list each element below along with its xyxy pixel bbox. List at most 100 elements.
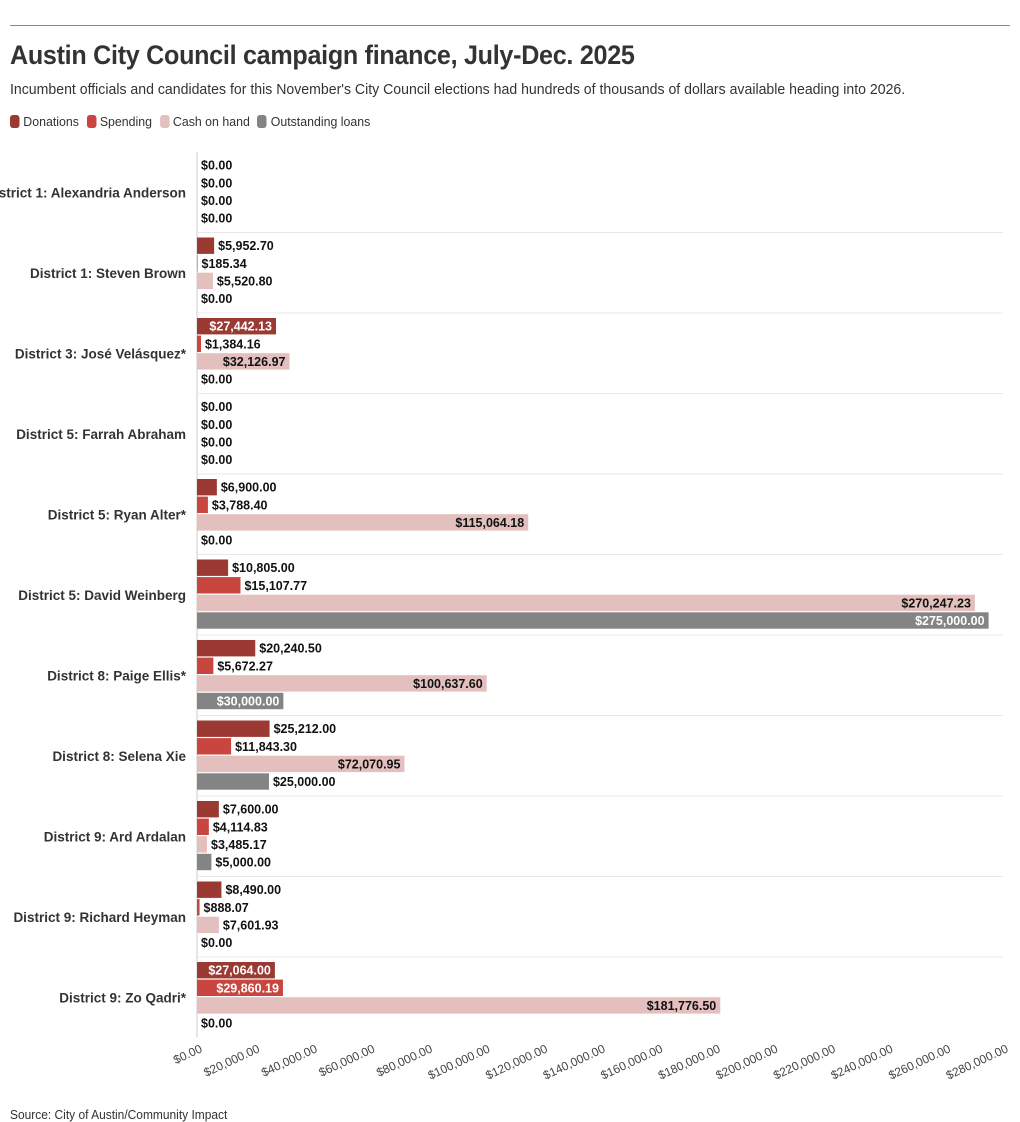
value-label-cash-on-hand-district-5-ryan-alter: $115,064.18: [455, 516, 524, 530]
value-label-spending-district-1-alexandria-anderson: $0.00: [201, 176, 232, 190]
x-tick-label-5: $100,000.00: [426, 1041, 493, 1082]
category-label-district-3-jose-velasquez: District 3: José Velásquez*: [15, 346, 187, 361]
legend-swatch-spending: [86, 115, 97, 128]
legend-label-spending: Spending: [99, 114, 153, 129]
value-label-donations-district-3-jose-velasquez: $27,442.13: [209, 320, 272, 334]
bar-spending-district-8-selena-xie: [197, 738, 232, 755]
category-label-district-1-steven-brown: District 1: Steven Brown: [30, 266, 186, 281]
x-tick-label-13: $260,000.00: [886, 1041, 953, 1082]
x-tick-label-4: $80,000.00: [374, 1041, 435, 1079]
value-label-outstanding-loans-district-8-paige-ellis: $30,000.00: [217, 695, 280, 709]
value-label-donations-district-8-paige-ellis: $20,240.50: [259, 642, 322, 656]
legend-item-spending: Spending: [86, 114, 153, 129]
legend-item-donations: Donations: [10, 114, 79, 129]
value-label-cash-on-hand-district-9-richard-heyman: $7,601.93: [223, 918, 279, 932]
bar-spending-district-5-ryan-alter: [197, 496, 208, 513]
x-tick-label-0: $0.00: [171, 1041, 204, 1067]
value-label-outstanding-loans-district-8-selena-xie: $25,000.00: [273, 775, 336, 789]
bar-cash-on-hand-district-9-ard-ardalan: [197, 836, 208, 853]
value-label-outstanding-loans-district-5-farrah-abraham: $0.00: [201, 453, 232, 467]
category-label-district-8-selena-xie: District 8: Selena Xie: [52, 749, 186, 764]
value-label-outstanding-loans-district-9-zo-qadri: $0.00: [201, 1017, 232, 1031]
bar-outstanding-loans-district-9-ard-ardalan: [197, 853, 212, 871]
value-label-donations-district-1-steven-brown: $5,952.70: [218, 239, 274, 253]
x-tick-label-1: $20,000.00: [201, 1041, 262, 1079]
value-label-outstanding-loans-district-5-ryan-alter: $0.00: [201, 534, 232, 548]
x-tick-label-10: $200,000.00: [714, 1041, 781, 1082]
category-label-district-9-ard-ardalan: District 9: Ard Ardalan: [44, 829, 186, 844]
value-label-donations-district-1-alexandria-anderson: $0.00: [201, 159, 232, 173]
bar-spending-district-3-jose-velasquez: [197, 335, 201, 352]
bar-donations-district-1-steven-brown: [197, 237, 215, 254]
bar-cash-on-hand-district-9-richard-heyman: [197, 916, 219, 934]
legend-label-outstanding-loans: Outstanding loans: [270, 114, 371, 129]
value-label-spending-district-5-farrah-abraham: $0.00: [201, 418, 232, 432]
bar-outstanding-loans-district-5-david-weinberg: [197, 612, 989, 629]
bar-cash-on-hand-district-9-zo-qadri: [197, 997, 721, 1014]
x-tick-label-6: $120,000.00: [483, 1041, 550, 1082]
bar-spending-district-9-zo-qadri: [197, 979, 283, 996]
bar-donations-district-9-zo-qadri: [197, 962, 275, 979]
legend-label-cash-on-hand: Cash on hand: [172, 114, 250, 129]
value-label-cash-on-hand-district-1-alexandria-anderson: $0.00: [201, 194, 232, 208]
x-tick-label-11: $220,000.00: [771, 1041, 838, 1082]
value-label-spending-district-9-richard-heyman: $888.07: [204, 901, 249, 915]
bar-donations-district-5-david-weinberg: [197, 559, 229, 576]
bar-donations-district-9-ard-ardalan: [197, 801, 219, 818]
value-label-outstanding-loans-district-5-david-weinberg: $275,000.00: [915, 614, 985, 628]
value-label-cash-on-hand-district-5-david-weinberg: $270,247.23: [901, 596, 971, 610]
value-label-donations-district-5-farrah-abraham: $0.00: [201, 400, 232, 414]
value-label-donations-district-5-ryan-alter: $6,900.00: [221, 481, 277, 495]
legend-swatch-cash-on-hand: [159, 115, 170, 128]
value-label-cash-on-hand-district-5-farrah-abraham: $0.00: [201, 435, 232, 449]
value-label-donations-district-9-richard-heyman: $8,490.00: [225, 883, 281, 897]
legend-item-cash-on-hand: Cash on hand: [159, 114, 250, 129]
legend-label-donations: Donations: [23, 114, 79, 129]
x-tick-label-8: $160,000.00: [598, 1041, 665, 1082]
value-label-cash-on-hand-district-9-zo-qadri: $181,776.50: [647, 999, 717, 1013]
value-label-donations-district-8-selena-xie: $25,212.00: [274, 722, 337, 736]
value-label-donations-district-9-zo-qadri: $27,064.00: [208, 964, 271, 978]
value-label-outstanding-loans-district-9-ard-ardalan: $5,000.00: [215, 856, 271, 870]
value-label-cash-on-hand-district-9-ard-ardalan: $3,485.17: [211, 838, 267, 852]
value-label-cash-on-hand-district-1-steven-brown: $5,520.80: [217, 274, 273, 288]
value-label-spending-district-8-paige-ellis: $5,672.27: [217, 659, 273, 673]
x-tick-label-2: $40,000.00: [259, 1041, 320, 1079]
x-tick-label-7: $140,000.00: [541, 1041, 608, 1082]
x-tick-label-12: $240,000.00: [829, 1041, 896, 1082]
legend-swatch-outstanding-loans: [257, 115, 267, 128]
bar-donations-district-8-paige-ellis: [197, 640, 256, 657]
value-label-spending-district-1-steven-brown: $185.34: [202, 257, 247, 271]
value-label-cash-on-hand-district-3-jose-velasquez: $32,126.97: [223, 355, 286, 369]
value-label-cash-on-hand-district-8-paige-ellis: $100,637.60: [413, 677, 483, 691]
value-label-cash-on-hand-district-8-selena-xie: $72,070.95: [338, 757, 401, 771]
x-tick-label-14: $280,000.00: [944, 1041, 1011, 1082]
bar-cash-on-hand-district-3-jose-velasquez: [197, 353, 290, 370]
bar-cash-on-hand-district-8-selena-xie: [197, 755, 405, 773]
bar-outstanding-loans-district-8-paige-ellis: [197, 692, 284, 710]
value-label-spending-district-5-ryan-alter: $3,788.40: [212, 498, 268, 512]
bar-donations-district-3-jose-velasquez: [197, 318, 276, 335]
chart-source: Source: City of Austin/Community Impact: [10, 1107, 228, 1122]
category-label-district-9-richard-heyman: District 9: Richard Heyman: [13, 910, 186, 925]
bar-spending-district-5-david-weinberg: [197, 577, 241, 594]
bar-cash-on-hand-district-5-david-weinberg: [197, 594, 975, 612]
bar-spending-district-9-ard-ardalan: [197, 818, 209, 835]
category-label-district-8-paige-ellis: District 8: Paige Ellis*: [47, 668, 187, 683]
value-label-spending-district-9-zo-qadri: $29,860.19: [216, 981, 279, 995]
value-label-donations-district-9-ard-ardalan: $7,600.00: [223, 803, 279, 817]
bar-donations-district-8-selena-xie: [197, 720, 270, 737]
category-label-district-5-farrah-abraham: District 5: Farrah Abraham: [16, 427, 186, 442]
category-label-district-9-zo-qadri: District 9: Zo Qadri*: [59, 990, 187, 1005]
bar-donations-district-5-ryan-alter: [197, 479, 217, 496]
top-rule: [10, 25, 1010, 26]
legend-item-outstanding-loans: Outstanding loans: [257, 114, 370, 129]
legend: Donations Spending Cash on hand Outstand…: [10, 114, 378, 129]
value-label-spending-district-8-selena-xie: $11,843.30: [235, 740, 297, 754]
bar-outstanding-loans-district-8-selena-xie: [197, 773, 269, 790]
category-label-district-5-ryan-alter: District 5: Ryan Alter*: [48, 507, 187, 522]
category-label-district-5-david-weinberg: District 5: David Weinberg: [18, 588, 186, 603]
chart-title: Austin City Council campaign finance, Ju…: [10, 40, 635, 70]
bar-donations-district-9-richard-heyman: [197, 881, 222, 898]
